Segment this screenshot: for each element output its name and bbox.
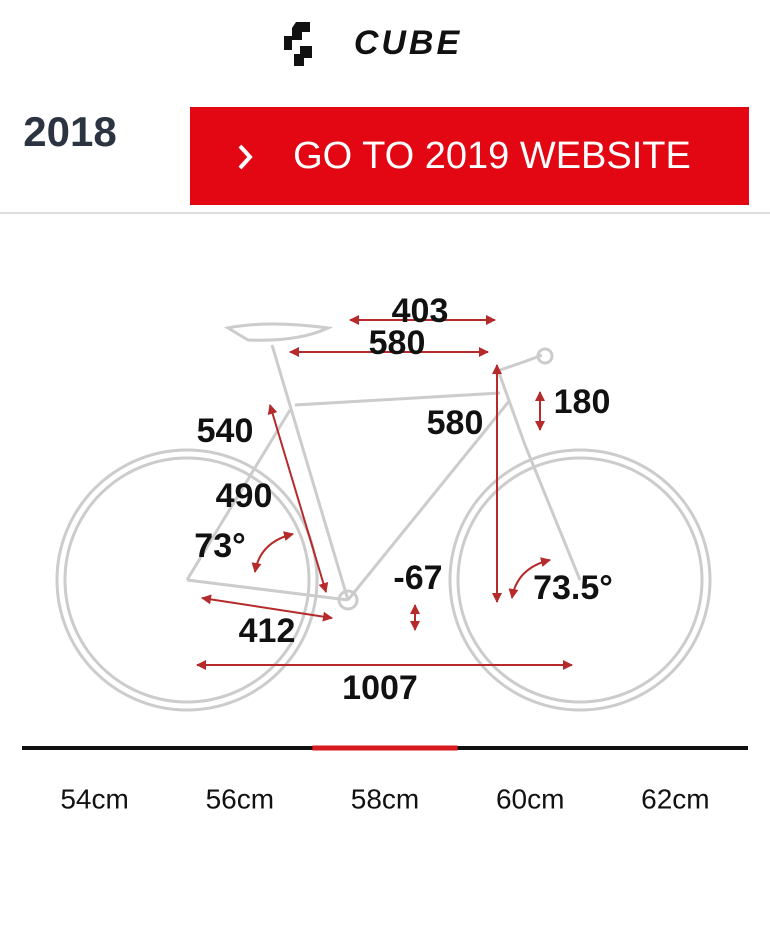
button-label: GO TO 2019 WEBSITE xyxy=(293,135,691,177)
geometry-label: 403 xyxy=(392,292,449,330)
size-tab[interactable]: 58cm xyxy=(351,783,419,814)
size-tab[interactable]: 54cm xyxy=(60,783,128,814)
logo: CUBE xyxy=(284,22,462,66)
dimension-arrows xyxy=(196,315,573,670)
year: 2018 xyxy=(23,108,116,155)
geometry-label: 1007 xyxy=(342,669,418,707)
geometry-label: -67 xyxy=(393,559,442,597)
geometry-label: 73.5° xyxy=(533,569,613,607)
size-tab[interactable]: 60cm xyxy=(496,783,564,814)
size-tabs: 54cm 56cm 58cm 60cm 62cm xyxy=(60,745,710,814)
size-tab[interactable]: 56cm xyxy=(206,783,274,814)
website-button[interactable]: GO TO 2019 WEBSITE xyxy=(190,107,749,205)
geometry-label: 540 xyxy=(197,412,254,450)
geometry-label: 580 xyxy=(427,404,484,442)
bike xyxy=(55,322,712,712)
size-tab[interactable]: 62cm xyxy=(641,783,709,814)
geometry-label: 73° xyxy=(194,527,245,565)
logo-text: CUBE xyxy=(354,24,462,62)
geometry-label: 412 xyxy=(239,612,296,650)
button-bg xyxy=(190,107,749,205)
geometry-label: 580 xyxy=(369,324,426,362)
geometry-label: 490 xyxy=(216,477,273,515)
chevron xyxy=(238,144,253,170)
geometry-label: 180 xyxy=(554,383,611,421)
